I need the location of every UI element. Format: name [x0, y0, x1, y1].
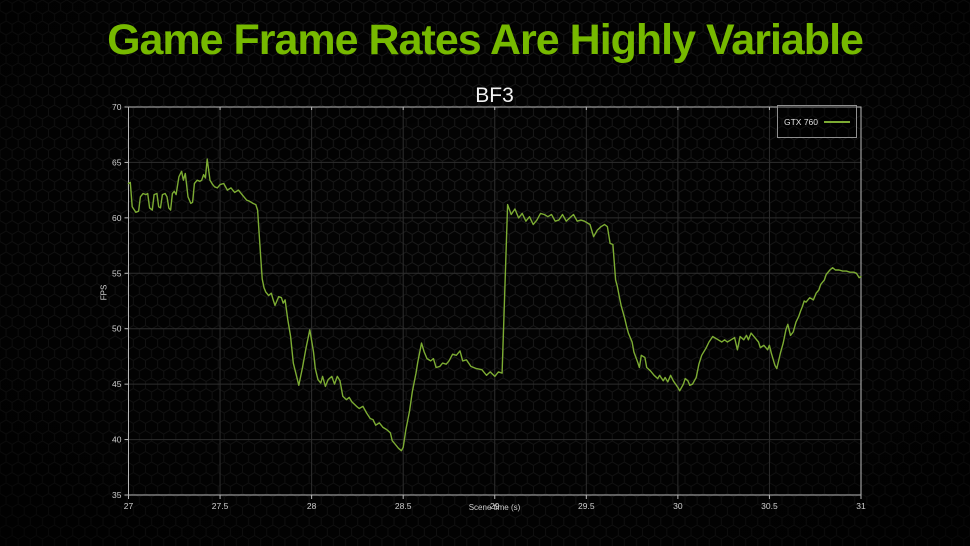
x-axis-title: Scene time (s) [468, 503, 521, 512]
x-tick-label: 28 [307, 501, 317, 511]
slide-title: Game Frame Rates Are Highly Variable [107, 16, 864, 64]
y-tick-label: 35 [112, 490, 122, 500]
y-tick-label: 55 [112, 268, 122, 278]
y-tick-label: 70 [112, 102, 122, 112]
y-axis-title: FPS [99, 284, 109, 301]
x-tick-label: 29.5 [578, 501, 595, 511]
y-tick-label: 45 [112, 379, 122, 389]
x-tick-label: 31 [856, 501, 866, 511]
chart-title: BF3 [475, 84, 514, 107]
legend-line-sample-icon [824, 120, 851, 123]
y-tick-label: 50 [112, 324, 122, 334]
x-tick-label: 27 [124, 501, 134, 511]
x-tick-label: 27.5 [212, 501, 229, 511]
x-tick-label: 30.5 [761, 501, 778, 511]
fps-line-gtx-760 [127, 158, 862, 452]
y-tick-label: 40 [112, 435, 122, 445]
x-tick-label: 29 [490, 501, 500, 511]
x-tick-label: 28.5 [395, 501, 412, 511]
legend: GTX 760 [777, 105, 857, 138]
x-tick-label: 30 [673, 501, 683, 511]
y-tick-label: 60 [112, 213, 122, 223]
legend-label: GTX 760 [783, 116, 819, 127]
y-tick-label: 65 [112, 157, 122, 167]
